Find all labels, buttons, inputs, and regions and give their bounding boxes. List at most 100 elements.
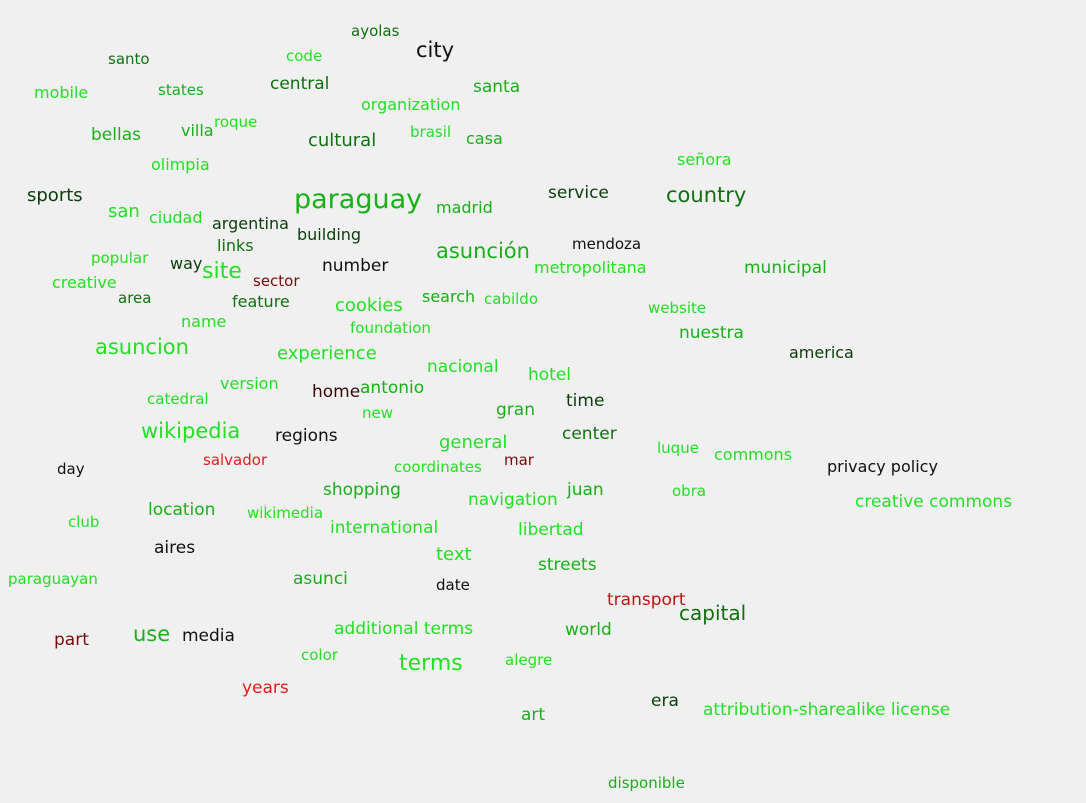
word-links: links: [217, 236, 254, 255]
word-alegre: alegre: [505, 651, 553, 669]
word-senora: señora: [677, 150, 732, 169]
word-sector: sector: [253, 272, 300, 290]
word-creative: creative: [52, 273, 117, 292]
word-code: code: [286, 47, 323, 65]
word-creative-commons: creative commons: [855, 492, 1013, 512]
word-years: years: [242, 678, 289, 698]
word-time: time: [566, 391, 605, 411]
word-experience: experience: [277, 343, 377, 364]
word-transport: transport: [607, 590, 686, 610]
word-obra: obra: [672, 482, 707, 500]
word-website: website: [648, 299, 707, 317]
word-central: central: [270, 74, 330, 94]
word-santa: santa: [473, 77, 521, 97]
word-service: service: [548, 183, 609, 203]
word-san: san: [108, 201, 140, 222]
word-part: part: [54, 630, 89, 650]
word-luque: luque: [657, 439, 699, 457]
word-brasil: brasil: [410, 123, 452, 141]
word-paraguay: paraguay: [294, 184, 423, 215]
word-disponible: disponible: [608, 774, 685, 792]
word-club: club: [68, 513, 100, 531]
word-international: international: [330, 518, 439, 538]
word-santo: santo: [108, 50, 150, 68]
word-asuncion: asuncion: [95, 335, 189, 359]
word-roque: roque: [214, 113, 258, 131]
word-states: states: [158, 81, 204, 99]
word-hotel: hotel: [528, 365, 572, 385]
word-wikipedia: wikipedia: [141, 419, 241, 443]
word-argentina: argentina: [212, 214, 289, 233]
word-mobile: mobile: [34, 83, 89, 102]
word-catedral: catedral: [147, 390, 209, 408]
word-wikimedia: wikimedia: [247, 504, 324, 522]
word-bellas: bellas: [91, 125, 141, 145]
word-country: country: [666, 183, 747, 207]
word-foundation: foundation: [350, 319, 431, 337]
word-nuestra: nuestra: [679, 323, 744, 343]
word-shopping: shopping: [323, 480, 401, 500]
word-asuncion-accent: asunción: [436, 239, 530, 263]
word-metropolitana: metropolitana: [534, 258, 647, 277]
word-america: america: [789, 343, 854, 362]
word-privacy-policy: privacy policy: [827, 457, 938, 476]
word-libertad: libertad: [518, 520, 584, 540]
word-use: use: [133, 622, 171, 646]
word-new: new: [362, 404, 394, 422]
word-casa: casa: [466, 129, 503, 148]
word-location: location: [148, 500, 216, 520]
word-regions: regions: [275, 426, 338, 446]
word-color: color: [301, 646, 338, 664]
word-media: media: [182, 626, 235, 646]
word-area: area: [118, 289, 152, 307]
word-gran: gran: [496, 400, 535, 420]
word-villa: villa: [181, 121, 214, 140]
word-building: building: [297, 225, 362, 244]
word-antonio: antonio: [360, 378, 425, 398]
word-asunci: asunci: [293, 569, 348, 589]
word-general: general: [439, 432, 508, 453]
word-way: way: [170, 254, 203, 273]
word-name: name: [181, 312, 227, 331]
word-home: home: [312, 382, 361, 402]
word-additional-terms: additional terms: [334, 619, 474, 639]
word-cabildo: cabildo: [484, 290, 538, 308]
word-organization: organization: [361, 95, 461, 114]
word-madrid: madrid: [436, 198, 493, 217]
word-mendoza: mendoza: [572, 235, 642, 253]
word-version: version: [220, 374, 279, 393]
word-attribution-sharealike-license: attribution-sharealike license: [703, 700, 951, 720]
word-feature: feature: [232, 292, 290, 311]
word-sports: sports: [27, 185, 83, 206]
word-municipal: municipal: [744, 258, 827, 278]
word-text: text: [436, 544, 472, 565]
word-juan: juan: [567, 480, 604, 500]
word-nacional: nacional: [427, 357, 499, 377]
word-center: center: [562, 424, 617, 444]
word-date: date: [436, 576, 470, 594]
word-cultural: cultural: [308, 130, 377, 151]
word-world: world: [565, 620, 612, 640]
word-number: number: [322, 256, 389, 276]
word-popular: popular: [91, 249, 149, 267]
word-streets: streets: [538, 555, 597, 575]
word-day: day: [57, 460, 85, 478]
word-coordinates: coordinates: [394, 458, 482, 476]
word-site: site: [202, 259, 242, 284]
word-ciudad: ciudad: [149, 208, 203, 227]
word-city: city: [416, 38, 455, 62]
word-olimpia: olimpia: [151, 155, 210, 174]
word-cookies: cookies: [335, 295, 403, 316]
word-search: search: [422, 287, 476, 306]
word-salvador: salvador: [203, 451, 268, 469]
word-ayolas: ayolas: [351, 22, 400, 40]
word-paraguayan: paraguayan: [8, 570, 98, 588]
word-commons: commons: [714, 445, 793, 464]
word-navigation: navigation: [468, 490, 558, 510]
word-era: era: [651, 691, 679, 711]
word-art: art: [521, 705, 546, 725]
word-aires: aires: [154, 538, 196, 558]
word-terms: terms: [399, 651, 463, 676]
word-capital: capital: [679, 601, 747, 625]
